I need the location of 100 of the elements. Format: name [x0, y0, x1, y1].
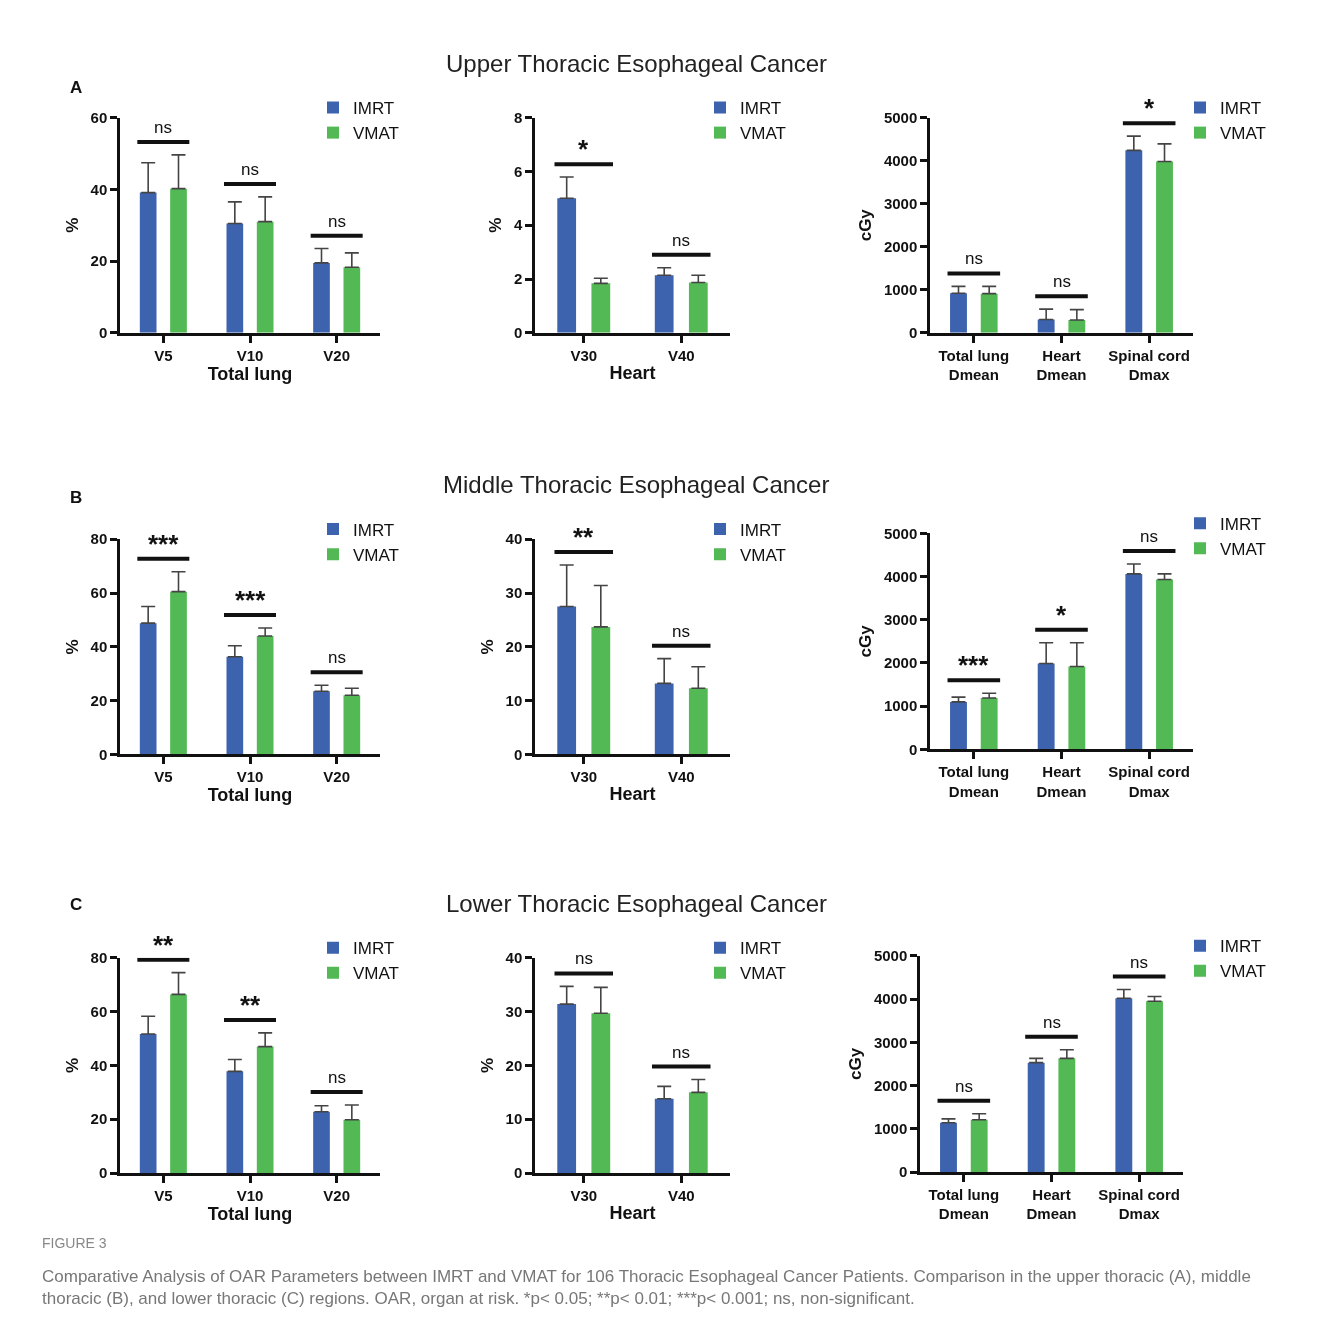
legend-label: VMAT [740, 545, 786, 565]
bar [170, 188, 187, 333]
x-axis-title: Total lung [207, 363, 293, 384]
bar [170, 994, 187, 1174]
annotation: ns [1140, 527, 1158, 546]
bar [226, 223, 244, 333]
bar [1068, 666, 1086, 750]
legend-label: IMRT [740, 520, 782, 540]
y-tick-label: 8 [513, 108, 523, 126]
bar [226, 656, 244, 755]
y-tick-label: 6 [513, 162, 523, 180]
y-tick-label: 0 [98, 324, 108, 342]
bar [1037, 319, 1055, 333]
y-tick-label: 10 [505, 1110, 523, 1128]
bar [1125, 573, 1143, 750]
x-tick-label: V30 [570, 1186, 598, 1204]
y-tick-label: 40 [90, 1056, 108, 1074]
annotation: ns [672, 622, 690, 641]
y-axis-title: cGy [846, 1047, 866, 1081]
y-tick-label: 2000 [883, 238, 918, 255]
annotation: ns [965, 249, 983, 268]
bar [139, 1033, 157, 1174]
y-tick-label: 5000 [883, 108, 918, 126]
y-tick-label: 20 [90, 1110, 108, 1128]
annotation: ns [154, 118, 172, 137]
annotation: ns [672, 1043, 690, 1062]
y-tick-label: 0 [98, 1164, 108, 1182]
x-tick-label: Heart Dmean [1036, 763, 1087, 800]
text: Comparative Analysis of OAR Parameters between IMRT and VMAT for 106 Thoracic Esophageal Cancer Patients. Comparison in the upper thoracic (A), middle thoracic (B), and lower thoracic (C) regions. OAR, organ at risk. *p< 0.05; **p< 0.01; ***p< 0.001; ns, non-significant. [42, 1267, 1251, 1309]
x-tick-label: Heart Dmean [1036, 346, 1087, 384]
text: C [70, 895, 83, 914]
x-tick-label: V20 [323, 346, 351, 364]
x-axis-title: Heart [609, 1202, 656, 1223]
chart-title: Middle Thoracic Esophageal Cancer [443, 471, 830, 498]
x-tick-label: V30 [570, 346, 598, 364]
bar [343, 695, 361, 755]
chart-title: Lower Thoracic Esophageal Cancer [446, 890, 828, 917]
y-tick-label: 2 [513, 270, 523, 288]
annotation: ** [240, 990, 262, 1020]
y-axis-title: cGy [856, 624, 876, 658]
y-tick-label: 80 [90, 530, 108, 548]
x-tick-label: V5 [154, 346, 173, 364]
y-tick-label: 0 [513, 1164, 523, 1182]
y-tick-label: 30 [505, 1002, 523, 1020]
annotation: ns [328, 1068, 346, 1087]
y-tick-label: 20 [90, 691, 108, 709]
y-tick-label: 20 [505, 638, 523, 656]
bar [313, 262, 330, 333]
bar [170, 591, 187, 755]
bar [557, 606, 577, 755]
legend-label: VMAT [740, 124, 786, 144]
x-tick-label: V40 [667, 768, 695, 786]
y-axis-title: % [63, 1057, 83, 1073]
y-tick-label: 60 [90, 1002, 108, 1020]
bar [591, 1013, 611, 1174]
bar [688, 1092, 708, 1174]
y-tick-label: 0 [513, 745, 523, 763]
y-tick-label: 0 [908, 324, 918, 342]
x-tick-label: Spinal cord Dmax [1108, 346, 1191, 384]
bar [591, 283, 611, 333]
annotation: ns [955, 1077, 973, 1096]
y-tick-label: 4 [513, 216, 523, 234]
y-tick-label: 1000 [883, 697, 918, 715]
bar [256, 636, 274, 755]
bar [591, 626, 611, 755]
bar [950, 701, 967, 750]
bar [557, 1004, 577, 1174]
bar [940, 1122, 957, 1173]
x-axis-title: Total lung [207, 1203, 293, 1224]
bar [1115, 998, 1133, 1173]
x-tick-label: V10 [236, 768, 264, 786]
y-tick-label: 0 [908, 740, 918, 758]
bar [139, 623, 157, 755]
annotation: ns [241, 160, 259, 179]
y-axis-title: % [486, 217, 506, 233]
x-tick-label: Heart Dmean [1026, 1185, 1077, 1223]
bar [1146, 1001, 1163, 1173]
legend-label: VMAT [353, 964, 399, 984]
legend-label: VMAT [1220, 539, 1266, 559]
x-tick-label: Spinal cord Dmax [1108, 763, 1191, 800]
x-tick-label: Total lung Dmean [938, 763, 1010, 800]
y-tick-label: 20 [505, 1056, 523, 1074]
x-tick-label: V5 [154, 1186, 173, 1204]
y-tick-label: 40 [505, 530, 523, 548]
bar [1037, 663, 1055, 750]
annotation: ** [573, 522, 595, 552]
legend-label: IMRT [353, 99, 395, 119]
bar [654, 1098, 674, 1174]
y-tick-label: 3000 [883, 611, 918, 629]
annotation: *** [235, 585, 267, 615]
x-tick-label: Total lung Dmean [928, 1185, 1000, 1223]
x-axis-title: Heart [609, 784, 656, 805]
annotation: ns [1130, 953, 1148, 972]
x-tick-label: V40 [667, 346, 695, 364]
bar [313, 691, 330, 755]
legend-label: IMRT [353, 939, 395, 959]
annotation: ns [575, 949, 593, 968]
y-tick-label: 60 [90, 108, 108, 126]
x-tick-label: V20 [323, 1186, 351, 1204]
x-tick-label: V10 [236, 1186, 264, 1204]
